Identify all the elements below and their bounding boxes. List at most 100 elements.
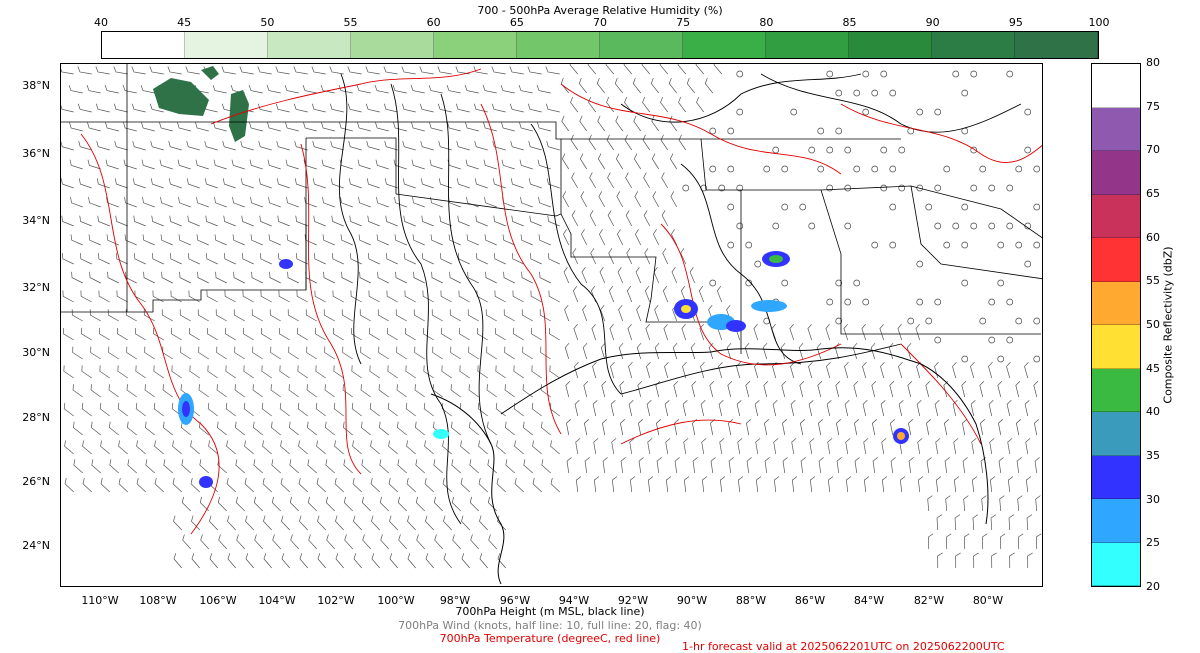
wind-barb — [149, 66, 165, 74]
wind-barb — [495, 478, 509, 492]
calm-wind-circle — [998, 280, 1004, 286]
wind-barb — [79, 365, 94, 378]
wind-barb — [79, 290, 95, 302]
wind-barb — [510, 253, 526, 264]
wind-barb — [591, 324, 601, 340]
wind-barb — [240, 178, 256, 188]
wind-barb — [80, 403, 95, 416]
wind-barb — [510, 216, 526, 226]
calm-wind-circle — [728, 204, 734, 210]
wind-barb — [365, 104, 381, 112]
wind-barb — [305, 384, 320, 397]
wind-barb — [790, 400, 798, 416]
wind-barb — [96, 216, 112, 226]
wind-barb — [791, 438, 798, 454]
wind-barb — [660, 173, 672, 188]
wind-barb — [610, 362, 619, 378]
wind-barb — [113, 66, 129, 74]
wind-barb — [403, 365, 418, 378]
wind-barb — [493, 365, 508, 378]
wind-barb — [213, 197, 229, 207]
wind-barb — [393, 272, 409, 283]
wind-barb — [216, 497, 230, 511]
wind-barb — [451, 535, 465, 549]
wind-barb — [720, 477, 727, 492]
calm-wind-circle — [917, 109, 923, 115]
wind-barb — [747, 457, 754, 473]
wind-barb — [61, 328, 76, 340]
wind-barb — [468, 497, 482, 511]
wind-barb — [772, 400, 780, 416]
wind-barb — [1033, 381, 1042, 397]
calm-wind-circle — [845, 147, 851, 153]
wind-barb — [476, 440, 491, 454]
wind-barb — [511, 328, 526, 340]
calm-wind-circle — [872, 242, 878, 248]
wind-barb — [126, 459, 141, 473]
wind-barb — [592, 362, 601, 378]
wind-barb — [207, 516, 221, 530]
wind-barb — [1035, 457, 1042, 473]
wind-barb — [177, 197, 193, 207]
wind-barb — [710, 419, 718, 435]
wind-barb — [635, 267, 646, 283]
wind-barb — [162, 459, 177, 473]
wind-barb — [393, 197, 409, 207]
calm-wind-circle — [1007, 337, 1013, 343]
wind-barb — [61, 104, 75, 112]
wind-barb — [323, 384, 338, 397]
wind-barb — [142, 347, 157, 359]
wind-barb — [819, 457, 826, 473]
wind-barb — [880, 362, 889, 378]
wind-barb — [348, 178, 364, 188]
wind-barb — [595, 78, 608, 93]
wind-barb — [104, 122, 120, 131]
wind-barb — [597, 191, 609, 207]
wind-barb — [168, 216, 184, 226]
wind-barb — [275, 141, 291, 150]
calm-wind-circle — [854, 280, 860, 286]
wind-barb — [123, 197, 139, 207]
wind-barb — [421, 328, 436, 340]
calm-wind-circle — [1034, 356, 1040, 362]
wind-barb — [738, 477, 745, 492]
wind-barb — [521, 422, 536, 435]
calm-wind-circle — [971, 71, 977, 77]
wind-barb — [604, 64, 617, 74]
wind-barb — [648, 477, 655, 492]
wind-barb — [999, 457, 1006, 473]
wind-barb — [545, 141, 561, 150]
wind-barb — [972, 477, 979, 492]
wind-barb — [168, 178, 184, 188]
wind-barb — [95, 104, 111, 112]
wind-barb — [374, 160, 390, 169]
wind-barb — [90, 459, 105, 473]
calm-wind-circle — [962, 280, 968, 286]
wind-barb — [302, 122, 318, 131]
wind-barb — [798, 343, 807, 359]
wind-barb — [144, 459, 159, 473]
wind-barb — [261, 478, 275, 492]
wind-barb — [970, 362, 979, 378]
wind-barb — [180, 459, 195, 473]
reflectivity-colorbar-segment — [1092, 151, 1140, 195]
wind-barb — [114, 253, 130, 264]
reflectivity-colorbar-segment — [1092, 412, 1140, 456]
wind-barb — [626, 286, 636, 302]
wind-barb — [289, 535, 303, 549]
calm-wind-circle — [737, 71, 743, 77]
wind-barb — [694, 64, 707, 74]
calm-wind-circle — [1007, 71, 1013, 77]
wind-barb — [1018, 534, 1024, 549]
wind-barb — [755, 438, 762, 454]
wind-barb — [267, 234, 283, 245]
rh-tick-label: 45 — [164, 16, 204, 29]
wind-barb — [601, 381, 610, 397]
wind-barb — [607, 248, 618, 264]
calm-wind-circle — [926, 318, 932, 324]
wind-barb — [528, 216, 544, 226]
wind-barb — [285, 197, 301, 207]
wind-barb — [449, 422, 464, 435]
wind-barb — [124, 347, 139, 359]
wind-barb — [393, 234, 409, 245]
